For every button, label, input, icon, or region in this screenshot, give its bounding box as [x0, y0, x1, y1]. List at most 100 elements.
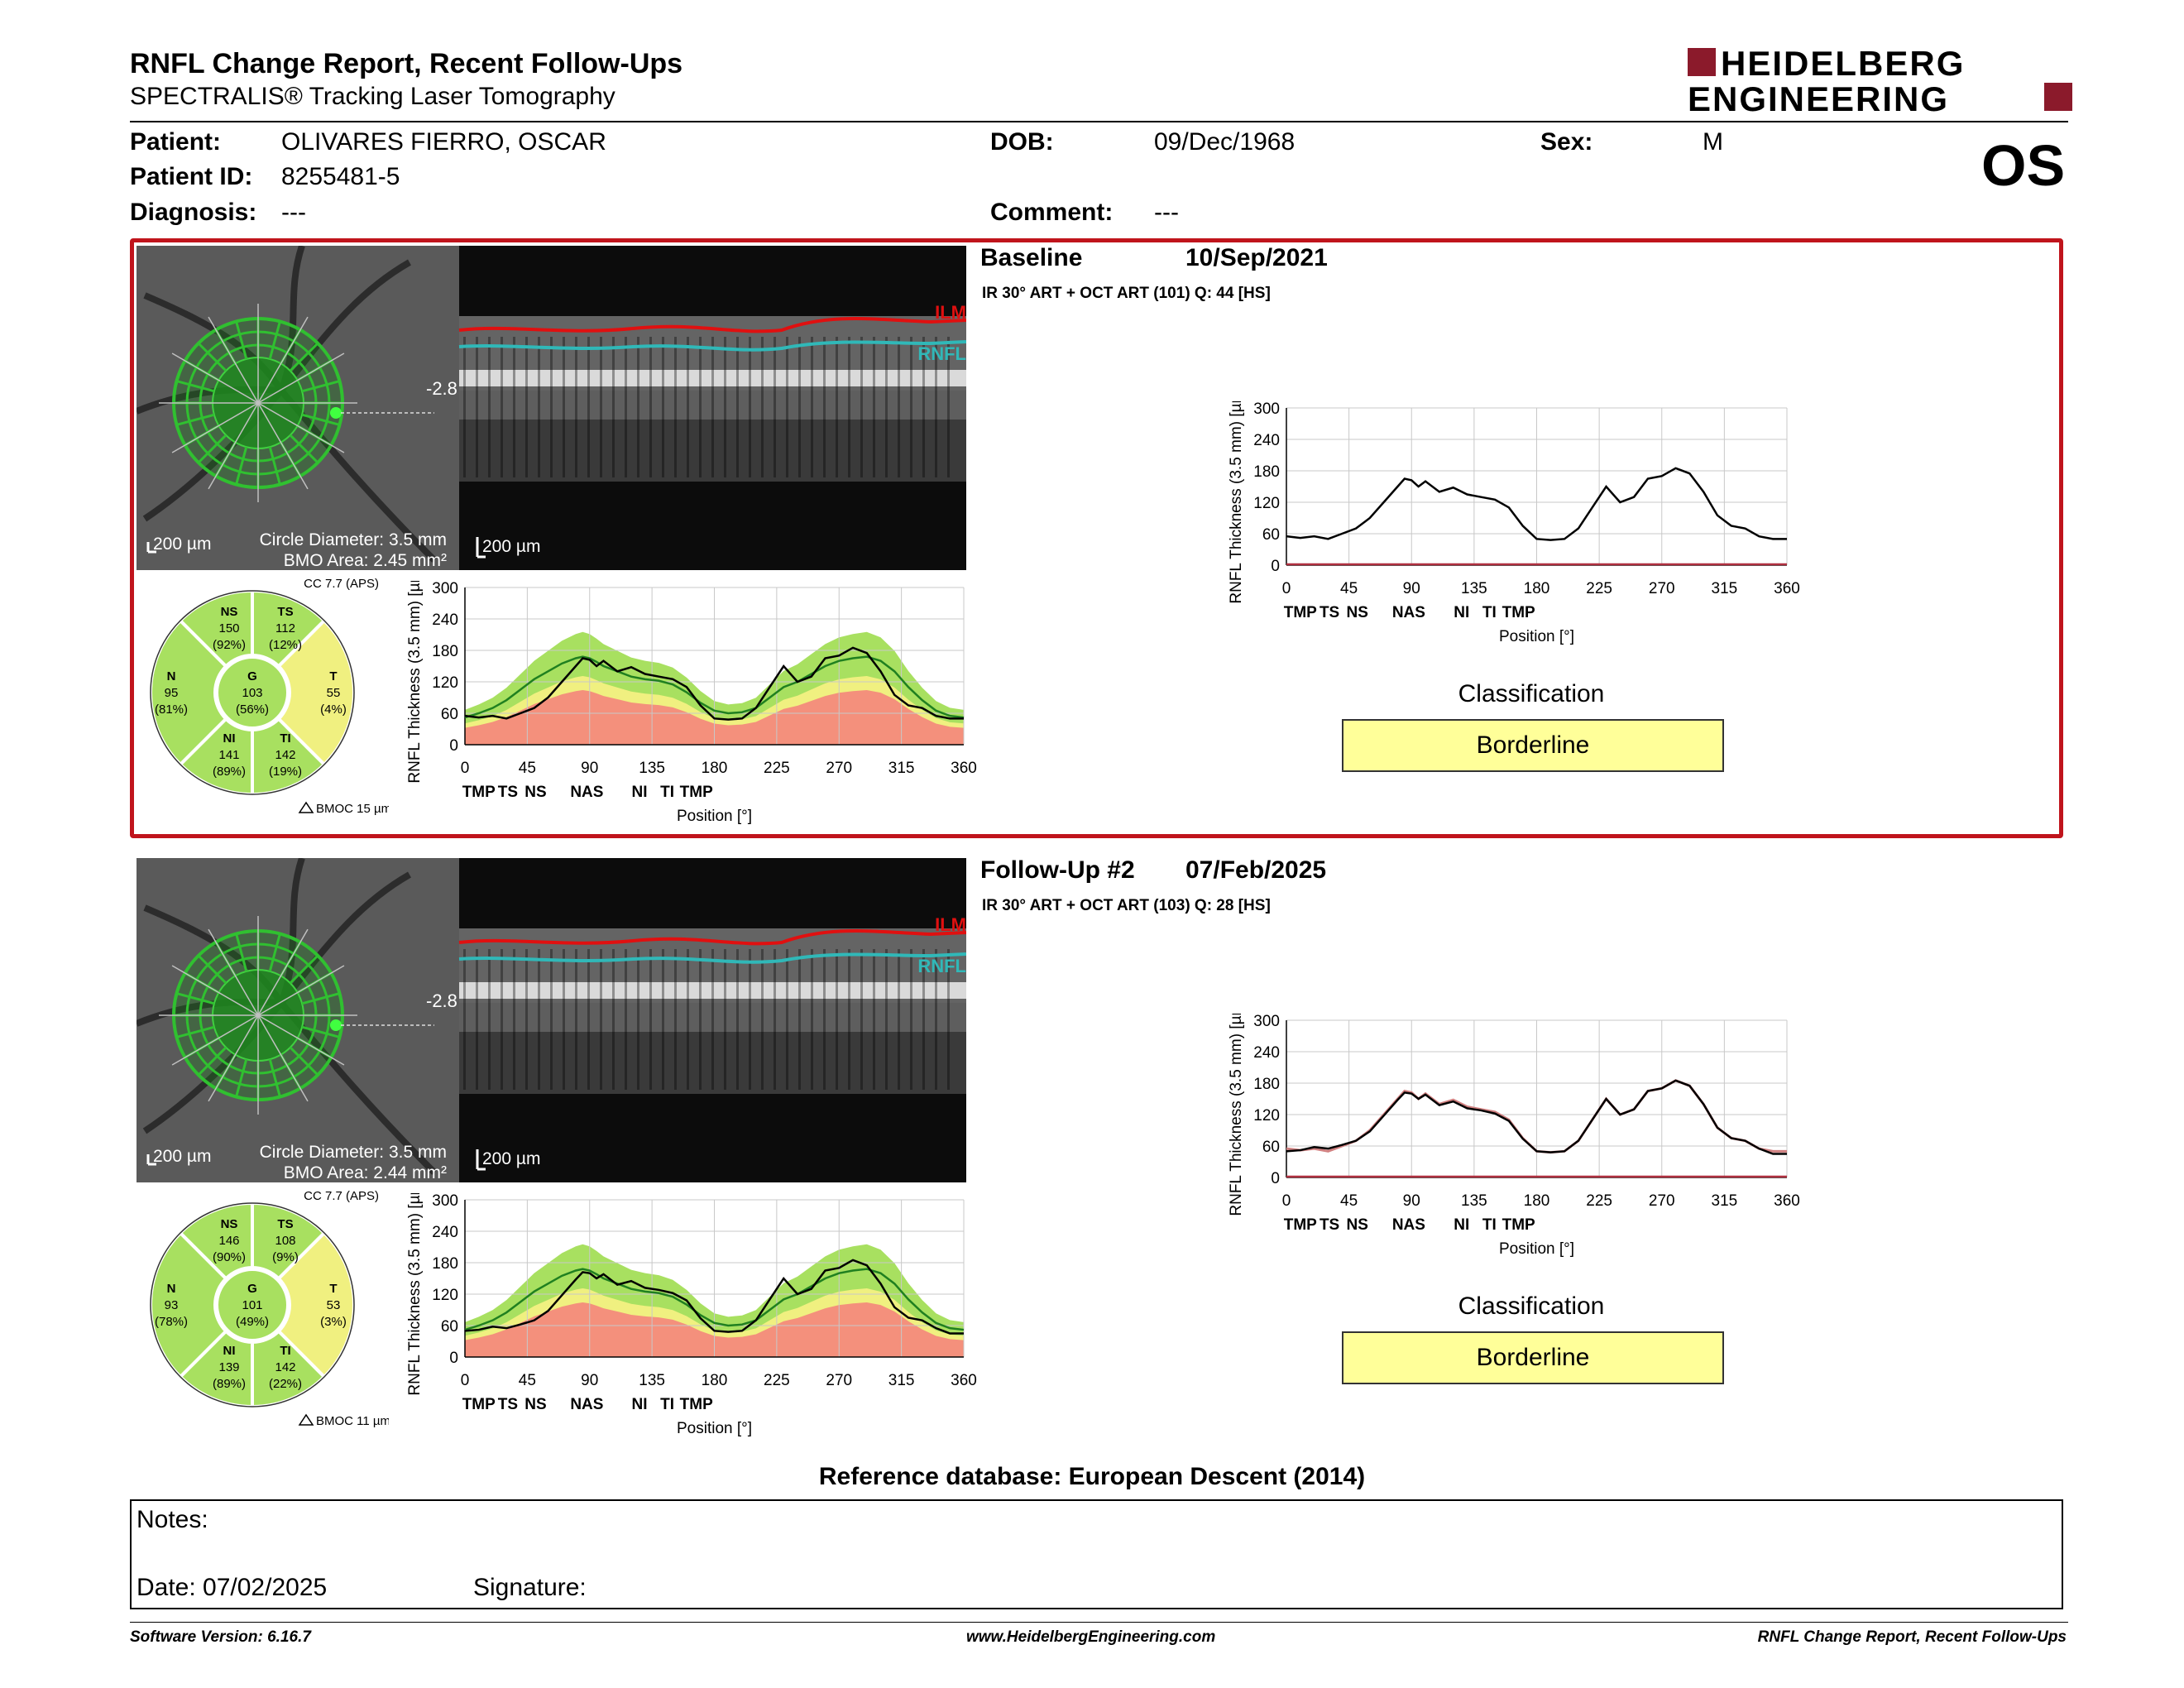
y-tick-label: 300: [1253, 1014, 1280, 1030]
sector-ti-name: TI: [280, 731, 290, 746]
x-tick-label: 270: [826, 1372, 852, 1389]
y-tick-label: 60: [1262, 526, 1280, 544]
sector-axis-label: TMP: [462, 1396, 496, 1413]
sector-n-name: N: [167, 669, 176, 683]
sector-ns-pct: (92%): [213, 638, 246, 652]
sector-axis-label: TMP: [1502, 1216, 1535, 1234]
cc-label: CC 7.7 (APS): [304, 1189, 379, 1203]
sector-g: [215, 655, 290, 730]
circle-diameter: Circle Diameter: 3.5 mm: [260, 530, 447, 549]
x-tick-label: 90: [1403, 580, 1420, 597]
sector-ti-pct: (19%): [269, 765, 302, 779]
normal-median-line: [464, 655, 965, 719]
footer-report-name: RNFL Change Report, Recent Follow-Ups: [1757, 1628, 2067, 1646]
footer-divider: [130, 1622, 2068, 1623]
oct-scale: 200 µm: [482, 537, 540, 556]
software-version: Software Version: 6.16.7: [130, 1628, 311, 1646]
y-tick-label: 0: [1271, 1170, 1280, 1187]
rnfl-label: RNFL: [917, 956, 966, 976]
thickness-profile-chart: 0 60 120 180 240 300 0 45 90 135 180 225 270 315 360 TM…: [1228, 401, 1800, 645]
sector-axis-label: NS: [524, 784, 546, 801]
x-tick-label: 135: [639, 760, 665, 777]
sector-t-pct: (3%): [320, 1315, 347, 1329]
y-tick-label: 60: [441, 706, 458, 723]
sector-axis-label: NI: [632, 1396, 648, 1413]
ilm-line: [458, 317, 966, 333]
y-tick-label: 60: [1262, 1139, 1280, 1156]
y-tick-label: 60: [441, 1318, 458, 1336]
sector-ns-pct: (90%): [213, 1250, 246, 1264]
sector-g-value: 101: [242, 1298, 262, 1312]
sector-axis-label: NI: [1454, 604, 1469, 621]
sector-g-pct: (49%): [236, 1315, 269, 1329]
delta-icon: [298, 801, 314, 813]
x-tick-label: 45: [519, 760, 536, 777]
sector-axis-label: NAS: [570, 784, 603, 801]
scan-info: IR 30° ART + OCT ART (101) Q: 44 [HS]: [982, 285, 1271, 302]
classification-label: Classification: [1458, 1292, 1605, 1320]
sex-value: M: [1703, 128, 1723, 156]
classification-label: Classification: [1458, 680, 1605, 707]
sector-axis-label: TMP: [1284, 1216, 1317, 1234]
sector-axis-label: TMP: [462, 784, 496, 801]
sector-t-name: T: [329, 669, 337, 683]
y-tick-label: 240: [432, 1224, 458, 1241]
exam-title: Follow-Up #2: [980, 856, 1135, 884]
x-tick-label: 90: [581, 1372, 598, 1389]
sector-axis-label: TS: [498, 784, 518, 801]
sector-g: [215, 1268, 290, 1342]
sector-t-value: 53: [327, 1298, 341, 1312]
fundus-scale: 200 µm: [153, 535, 211, 554]
sector-ni-name: NI: [223, 1344, 236, 1358]
sector-g-name: G: [247, 669, 257, 683]
x-tick-label: 180: [702, 760, 728, 777]
sector-axis-label: NAS: [1392, 1216, 1425, 1234]
normal-median-line: [464, 1268, 965, 1331]
sector-n-name: N: [167, 1282, 176, 1296]
report-subtitle: SPECTRALIS® Tracking Laser Tomography: [130, 83, 615, 110]
y-axis-title: RNFL Thickness (3.5 mm) [µm]: [406, 1193, 424, 1396]
sector-ti-pct: (22%): [269, 1377, 302, 1391]
x-axis-title: Position [°]: [677, 808, 752, 825]
sector-ni-pct: (89%): [213, 1377, 246, 1391]
sector-ns-name: NS: [221, 605, 238, 619]
sector-g-name: G: [247, 1282, 257, 1296]
fundus-oct-image: -2.8 200 µm Circle Diameter: 3.5 mm BMO Are…: [136, 246, 966, 570]
sector-axis-label: TMP: [1284, 604, 1317, 621]
sector-ni-value: 141: [218, 748, 239, 762]
dob-value: 09/Dec/1968: [1154, 128, 1296, 156]
sector-t-value: 55: [327, 686, 341, 700]
y-tick-label: 120: [432, 1287, 458, 1304]
sector-axis-label: NAS: [570, 1396, 603, 1413]
y-axis-title: RNFL Thickness (3.5 mm) [µm]: [406, 581, 424, 784]
sector-ni-value: 139: [218, 1360, 239, 1374]
notes-box[interactable]: Notes: Date: 07/02/2025 Signature:: [130, 1499, 2063, 1609]
sector-axis-label: TI: [660, 1396, 674, 1413]
y-tick-label: 120: [1253, 495, 1280, 512]
sector-chart: CC 7.7 (APS) NS 150 (92%) TS 112 (12%) N 95 (81%)…: [149, 577, 389, 816]
x-tick-label: 360: [951, 760, 977, 777]
x-tick-label: 45: [519, 1372, 536, 1389]
bmoc-value: BMOC 15 µm: [316, 802, 389, 816]
x-tick-label: 135: [1461, 1192, 1487, 1210]
y-tick-label: 240: [432, 611, 458, 629]
y-tick-label: 180: [1253, 463, 1280, 481]
comment-value: ---: [1154, 199, 1179, 226]
y-tick-label: 120: [432, 674, 458, 692]
sector-ts-pct: (12%): [269, 638, 302, 652]
reference-database: Reference database: European Descent (20…: [818, 1463, 1366, 1490]
x-tick-label: 315: [1712, 1192, 1738, 1210]
sector-axis-label: TMP: [680, 784, 713, 801]
x-axis-title: Position [°]: [1499, 1240, 1574, 1258]
y-tick-label: 120: [1253, 1107, 1280, 1125]
classification-result: Borderline: [1342, 719, 1724, 772]
cc-label: CC 7.7 (APS): [304, 577, 379, 591]
fovea-angle: -2.8: [426, 378, 457, 399]
diagnosis-value: ---: [281, 199, 306, 226]
header-divider: [130, 121, 2068, 122]
x-tick-label: 0: [461, 760, 470, 777]
report-title: RNFL Change Report, Recent Follow-Ups: [130, 48, 683, 79]
sector-axis-label: NS: [524, 1396, 546, 1413]
website-link[interactable]: www.HeidelbergEngineering.com: [966, 1628, 1216, 1646]
sector-ts-name: TS: [277, 1217, 293, 1231]
